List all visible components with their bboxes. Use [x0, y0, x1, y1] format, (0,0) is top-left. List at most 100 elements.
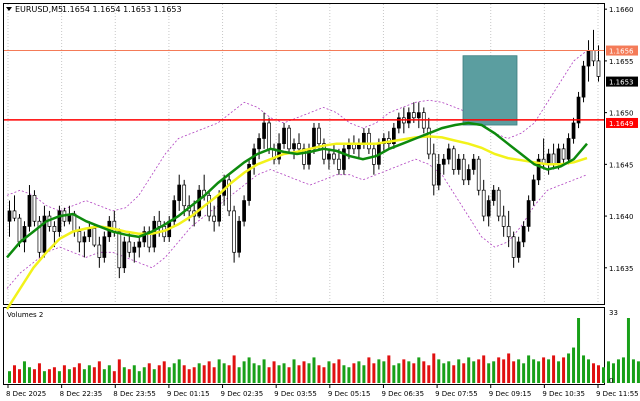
candle — [317, 122, 321, 149]
price-marker: 1.1656 — [606, 45, 638, 56]
volume-bar — [347, 367, 351, 383]
volume-bar — [127, 369, 131, 383]
candle-body — [531, 179, 536, 201]
price-levels — [4, 50, 604, 121]
candle — [212, 205, 216, 232]
candle-body — [411, 112, 416, 119]
candle — [571, 117, 576, 144]
candle-body — [7, 210, 12, 222]
candle — [576, 91, 581, 129]
volume-bar — [582, 355, 586, 383]
candle — [511, 231, 516, 268]
candle-body — [117, 231, 122, 269]
volume-bar — [377, 359, 381, 383]
candle-body — [317, 127, 321, 145]
candle-body — [396, 117, 401, 129]
candle-body — [137, 241, 142, 248]
price-axis: 1.1660 1.1655 1.1650 1.1645 1.1640 1.1635 — [604, 6, 634, 273]
candle — [426, 117, 431, 160]
candle-body — [177, 184, 182, 201]
candle — [476, 156, 481, 196]
volume-bar — [577, 318, 581, 383]
volume-bar — [432, 353, 436, 383]
candle-body — [12, 210, 17, 219]
candle-body — [516, 241, 521, 258]
volume-bar — [552, 355, 556, 383]
candle — [237, 216, 241, 258]
candle-body — [207, 195, 212, 217]
volume-bar — [322, 367, 326, 383]
volume-bar — [557, 361, 561, 383]
volume-bar — [626, 318, 630, 383]
candle — [332, 143, 336, 165]
candle-body — [556, 148, 561, 165]
volume-bar — [227, 365, 231, 383]
candle — [406, 107, 411, 129]
volume-bar — [102, 369, 106, 383]
volume-bar — [447, 361, 451, 383]
volume-bar — [47, 369, 51, 383]
candle-body — [87, 228, 92, 238]
volume-bar — [87, 365, 91, 383]
candle-body — [22, 226, 27, 243]
time-axis: 8 Dec 2025 8 Dec 22:35 8 Dec 23:55 9 Dec 01… — [6, 384, 639, 398]
volume-bar — [392, 365, 396, 383]
volume-bar — [77, 363, 81, 383]
volume-bar — [287, 367, 291, 383]
candle — [526, 195, 531, 232]
candle-body — [501, 215, 506, 227]
volume-bar — [397, 363, 401, 383]
candle-body — [257, 138, 261, 150]
candle — [521, 221, 526, 248]
price-marker-box — [606, 76, 638, 87]
candle — [292, 138, 296, 160]
candle — [596, 45, 601, 82]
volume-bar — [522, 363, 526, 383]
volume-bar — [67, 369, 71, 383]
volumes-label: Volumes 2 — [7, 311, 43, 319]
candle-body — [566, 138, 571, 160]
volume-bar — [267, 367, 271, 383]
volume-bar — [212, 367, 216, 383]
candle — [257, 133, 261, 160]
volume-bar — [152, 369, 156, 383]
candle — [461, 154, 466, 186]
candle — [287, 125, 291, 154]
candle — [342, 143, 346, 175]
candle — [392, 122, 396, 149]
candle — [282, 122, 286, 149]
candle — [142, 226, 147, 248]
candle — [322, 138, 326, 165]
volume-bar — [32, 369, 36, 383]
chevron-down-icon[interactable] — [6, 7, 12, 11]
volume-bar — [197, 363, 201, 383]
candle-body — [337, 158, 341, 170]
candle-body — [232, 210, 236, 253]
volume-bar — [107, 365, 111, 383]
candle-body — [426, 127, 431, 155]
volume-bar — [382, 361, 386, 383]
volume-bar — [562, 357, 566, 383]
volume-bar — [92, 367, 96, 383]
candle — [22, 221, 27, 253]
volume-bar — [362, 365, 366, 383]
candle-body — [342, 148, 346, 170]
volume-bar — [262, 359, 266, 383]
price-marker-box — [606, 117, 638, 128]
price-tick-label: 1.1655 — [609, 58, 634, 66]
volume-bar — [437, 359, 441, 383]
candle-body — [481, 189, 486, 217]
candle-body — [42, 215, 47, 253]
volume-bars — [7, 318, 640, 383]
candle-body — [471, 158, 476, 170]
volume-bar — [167, 367, 171, 383]
candle — [536, 154, 541, 186]
candle-body — [392, 127, 396, 145]
time-label: 8 Dec 2025 — [6, 390, 46, 398]
candle — [42, 205, 47, 258]
candle-body — [551, 153, 556, 165]
volume-bar — [517, 359, 521, 383]
candle — [441, 154, 446, 175]
